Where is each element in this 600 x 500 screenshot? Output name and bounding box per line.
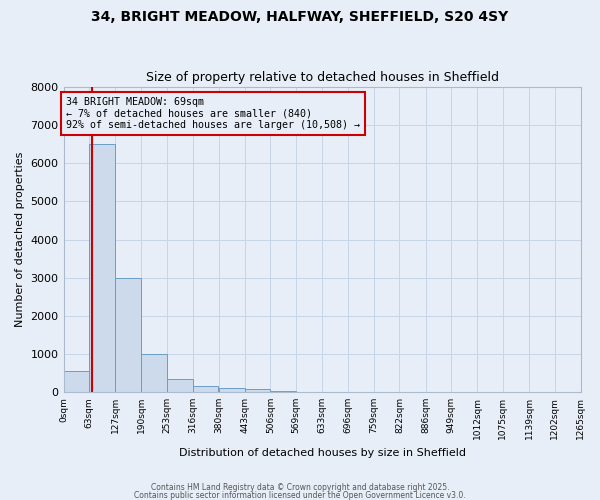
Bar [219,388,245,392]
X-axis label: Distribution of detached houses by size in Sheffield: Distribution of detached houses by size … [179,448,466,458]
Bar [64,371,89,392]
Y-axis label: Number of detached properties: Number of detached properties [15,152,25,328]
Bar [115,278,141,392]
Bar [89,144,115,392]
Bar [245,390,271,392]
Text: 34 BRIGHT MEADOW: 69sqm
← 7% of detached houses are smaller (840)
92% of semi-de: 34 BRIGHT MEADOW: 69sqm ← 7% of detached… [65,96,359,130]
Text: 34, BRIGHT MEADOW, HALFWAY, SHEFFIELD, S20 4SY: 34, BRIGHT MEADOW, HALFWAY, SHEFFIELD, S… [91,10,509,24]
Title: Size of property relative to detached houses in Sheffield: Size of property relative to detached ho… [146,72,499,85]
Text: Contains public sector information licensed under the Open Government Licence v3: Contains public sector information licen… [134,490,466,500]
Text: Contains HM Land Registry data © Crown copyright and database right 2025.: Contains HM Land Registry data © Crown c… [151,484,449,492]
Bar [141,354,167,392]
Bar [193,386,218,392]
Bar [167,379,193,392]
